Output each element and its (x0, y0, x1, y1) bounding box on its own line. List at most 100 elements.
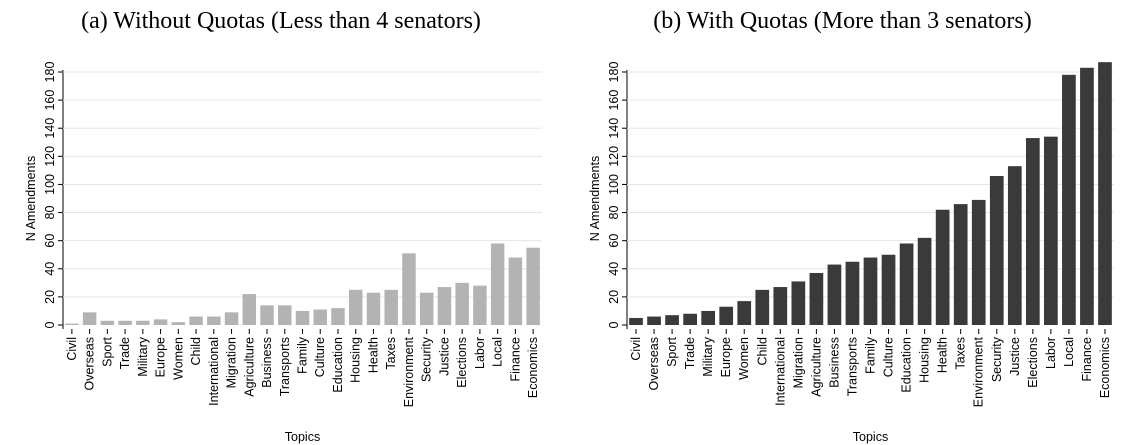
x-tick-label: Local (1062, 337, 1076, 367)
x-tick-label: Labor (1044, 337, 1058, 369)
bar-justice (1007, 166, 1022, 325)
x-tick-label: Elections (455, 337, 469, 388)
bar-labor (473, 285, 487, 325)
bar-justice (437, 287, 452, 325)
bar-local (490, 243, 505, 325)
x-tick-label: Military (701, 336, 715, 376)
x-tick-label: Culture (313, 337, 327, 377)
x-tick-label: Transports (278, 337, 292, 396)
bar-international (207, 316, 221, 325)
bar-women (171, 322, 186, 325)
y-tick-label: 140 (43, 118, 57, 139)
x-tick-label: Housing (349, 337, 363, 383)
x-tick-label: Finance (508, 337, 522, 382)
y-tick-label: 60 (43, 234, 57, 248)
y-tick-label: 60 (607, 234, 621, 248)
x-tick-label: Justice (1008, 337, 1022, 376)
x-tick-label: Education (900, 337, 914, 393)
x-tick-label: Civil (65, 337, 79, 361)
bar-economics (1098, 62, 1112, 326)
x-tick-label: Health (936, 337, 950, 373)
x-tick-label: Trade (118, 337, 132, 369)
bar-finance (1080, 67, 1094, 326)
bar-military (136, 320, 150, 325)
y-tick-label: 160 (607, 90, 621, 111)
x-tick-label: Agriculture (809, 337, 823, 397)
bar-family (295, 310, 310, 325)
x-tick-label: Trade (683, 337, 697, 369)
chart-b-svg: 0 20 40 60 80 100 120 140 160 180 Civil Overseas Spo… (588, 62, 1114, 444)
bar-local (1062, 74, 1076, 325)
bar-europe (719, 306, 734, 325)
bar-migration (791, 281, 806, 325)
x-tick-label: Business (827, 337, 841, 388)
x-tick-label: Security (420, 336, 434, 382)
bar-civil (629, 317, 643, 325)
bar-agriculture (242, 294, 257, 325)
y-tick-label: 80 (607, 206, 621, 220)
x-tick-label: Migration (791, 337, 805, 388)
x-tick-label: Civil (629, 337, 643, 361)
bar-housing (917, 237, 932, 325)
x-tick-label: Europe (719, 337, 733, 377)
bar-trade (683, 313, 697, 325)
y-axis-label: N Amendments (588, 156, 602, 241)
bar-women (737, 301, 752, 325)
bar-trade (118, 320, 132, 325)
bar-health (935, 209, 950, 325)
y-axis-label: N Amendments (24, 156, 38, 241)
bar-taxes (384, 289, 398, 325)
x-tick-label: Military (136, 336, 150, 376)
bar-security (419, 292, 434, 325)
x-tick-label: Women (171, 337, 185, 380)
x-tick-label: Environment (402, 336, 416, 407)
bar-security (989, 176, 1004, 325)
x-tick-label: Justice (437, 337, 451, 376)
bar-sport (100, 320, 115, 325)
chart-panel-with-quotas: (b) With Quotas (More than 3 senators) 0… (562, 0, 1123, 445)
x-tick-label: Culture (882, 337, 896, 377)
bar-business (827, 264, 842, 325)
x-tick-label: Environment (972, 336, 986, 407)
x-tick-label: Transports (845, 337, 859, 396)
bar-child (755, 289, 770, 325)
x-tick-label: Overseas (83, 337, 97, 391)
bar-environment (402, 253, 416, 325)
bar-elections (455, 282, 469, 325)
x-tick-label: Overseas (647, 337, 661, 391)
x-tick-label: Elections (1026, 337, 1040, 388)
chart-title: (b) With Quotas (More than 3 senators) (653, 8, 1032, 34)
chart-a-svg: 0 20 40 60 80 100 120 140 160 180 Civil Overseas Spo… (24, 62, 542, 444)
bar-culture (313, 309, 327, 325)
bar-family (863, 257, 878, 325)
bar-sport (665, 315, 679, 325)
bar-housing (348, 289, 363, 325)
x-tick-label: Europe (154, 337, 168, 377)
y-tick-label: 40 (607, 262, 621, 276)
y-tick-label: 20 (607, 290, 621, 304)
bar-economics (526, 247, 540, 325)
x-axis-label: Topics (853, 430, 888, 444)
bar-overseas (647, 316, 661, 325)
y-tick-label: 0 (607, 321, 621, 328)
bar-migration (224, 312, 239, 325)
y-tick-label: 20 (43, 290, 57, 304)
bar-taxes (953, 204, 968, 325)
x-tick-label: Child (755, 337, 769, 366)
bar-education (899, 243, 914, 325)
y-tick-label: 100 (43, 174, 57, 195)
bar-overseas (82, 312, 97, 325)
x-tick-label: International (773, 337, 787, 406)
x-tick-label: Education (331, 337, 345, 393)
bar-europe (153, 319, 168, 325)
y-tick-label: 100 (607, 174, 621, 195)
x-tick-label: Sport (100, 336, 114, 366)
bar-finance (508, 257, 523, 325)
x-tick-label: Economics (526, 337, 540, 398)
y-tick-label: 180 (43, 62, 57, 83)
chart-panel-without-quotas: (a) Without Quotas (Less than 4 senators… (24, 8, 542, 444)
x-tick-label: Taxes (384, 337, 398, 370)
x-tick-label: Housing (918, 337, 932, 383)
y-tick-label: 0 (43, 321, 57, 328)
x-tick-label: Labor (473, 337, 487, 369)
